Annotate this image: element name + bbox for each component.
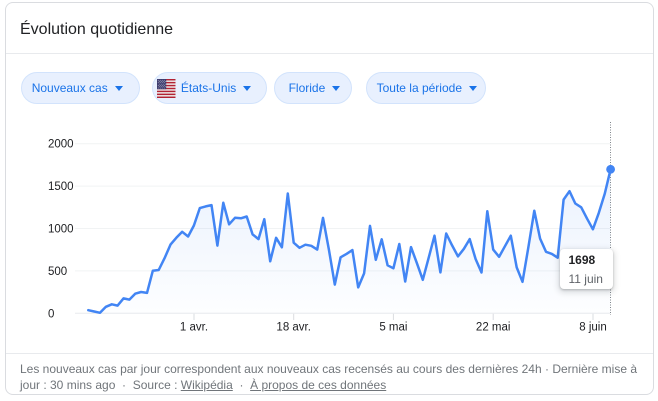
svg-text:0: 0 (48, 308, 54, 320)
svg-text:22 mai: 22 mai (476, 322, 511, 334)
svg-text:500: 500 (48, 266, 67, 278)
svg-text:1500: 1500 (48, 181, 74, 193)
svg-text:1 avr.: 1 avr. (180, 322, 208, 334)
svg-text:18 avr.: 18 avr. (276, 322, 311, 334)
svg-text:5 mai: 5 mai (379, 322, 407, 334)
svg-text:2000: 2000 (48, 139, 74, 151)
svg-text:1000: 1000 (48, 224, 74, 236)
svg-text:8 juin: 8 juin (579, 322, 607, 334)
